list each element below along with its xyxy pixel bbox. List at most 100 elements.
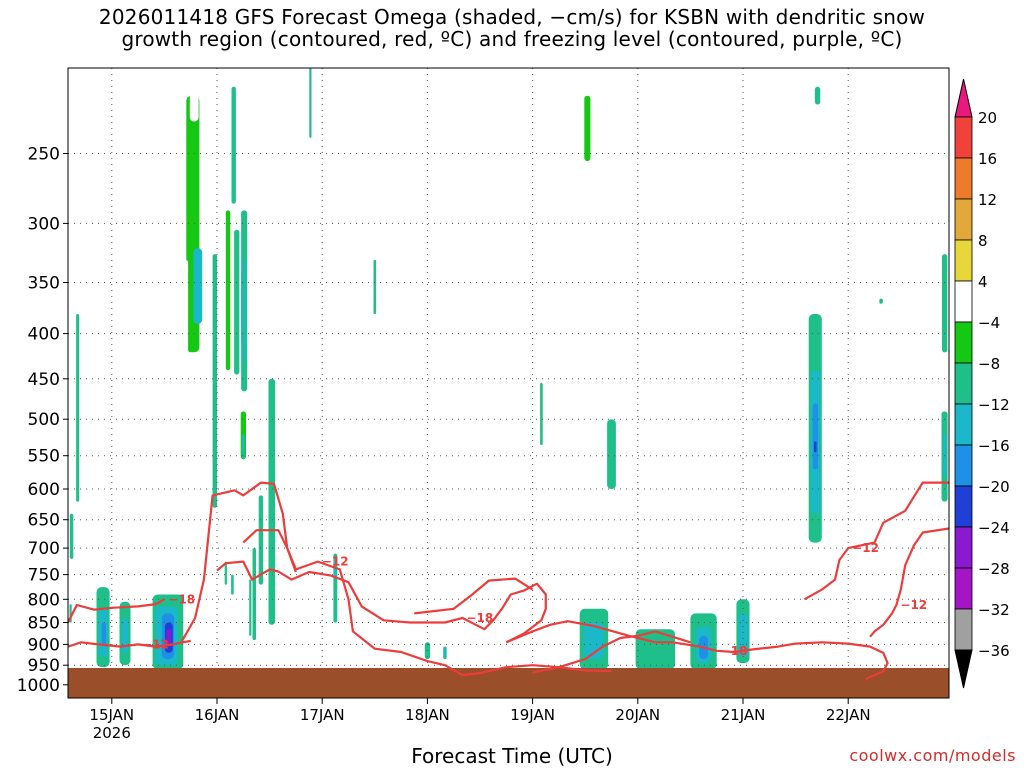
dgz-contour-label: −18 (721, 644, 748, 658)
omega-cell (189, 68, 199, 122)
omega-shading (69, 68, 948, 670)
y-tick-label: 1000 (17, 676, 60, 696)
x-tick-label: 18JAN (405, 706, 450, 724)
colorbar-swatch (954, 280, 973, 323)
omega-cell (234, 229, 240, 375)
x-tick-label: 17JAN (300, 706, 345, 724)
dgz-contour-label: −12 (900, 598, 927, 612)
omega-cell (814, 86, 821, 105)
omega-cell (832, 501, 839, 523)
dgz-contour-label: −18 (467, 611, 494, 625)
colorbar-label: 16 (978, 150, 997, 168)
omega-cell (239, 462, 243, 489)
chart-title-line-2: growth region (contoured, red, ºC) and f… (121, 27, 903, 51)
omega-cell (334, 558, 337, 580)
x-tick-label: 22JAN (826, 706, 871, 724)
dgz-contour-label: −18 (168, 592, 195, 606)
chart-title: 2026011418 GFS Forecast Omega (shaded, −… (0, 6, 1024, 50)
omega-cell (242, 434, 245, 460)
y-tick-label: 500 (28, 410, 60, 430)
omega-cell (499, 223, 509, 324)
colorbar-label: 8 (978, 232, 988, 250)
x-tick-label: 21JAN (721, 706, 766, 724)
omega-cell (231, 574, 234, 595)
dgz-contour-line (181, 481, 612, 677)
colorbar-swatch (954, 526, 973, 569)
colorbar-label: −28 (978, 560, 1010, 578)
dgz-contour-line (532, 630, 691, 674)
colorbar-swatch (954, 239, 973, 282)
omega-cell (812, 403, 818, 470)
omega-cell (782, 282, 787, 339)
dgz-contour-line (505, 620, 889, 681)
omega-cell (241, 271, 244, 344)
omega-cell (243, 259, 246, 362)
omega-cell (627, 513, 648, 580)
dgz-contour-line (242, 529, 297, 573)
colorbar-bottom-arrow (954, 649, 973, 689)
colorbar-swatch (954, 116, 973, 159)
y-tick-label: 250 (28, 145, 60, 165)
colorbar-label: −4 (978, 314, 1000, 332)
omega-cell (477, 492, 483, 557)
colorbar-swatch (954, 157, 973, 200)
y-tick-label: 400 (28, 325, 60, 345)
plot-frame (67, 67, 950, 699)
omega-cell (252, 548, 256, 641)
dgz-contour-line (414, 577, 534, 615)
omega-cell (166, 629, 171, 647)
colorbar-swatch (954, 608, 973, 651)
y-tick-label: 950 (28, 656, 60, 676)
omega-cell (101, 622, 107, 645)
x-tick-label: 16JAN (195, 706, 240, 724)
omega-cell (160, 430, 167, 466)
omega-cell (584, 95, 591, 162)
colorbar-label: −24 (978, 519, 1010, 537)
omega-cell (373, 259, 377, 314)
omega-cell (231, 86, 236, 204)
omega-cell (854, 210, 860, 339)
y-tick-label: 350 (28, 274, 60, 294)
omega-cell (464, 620, 478, 660)
dgz-contour-line (869, 527, 949, 638)
ground-terrain (68, 668, 949, 698)
colorbar-label: −16 (978, 437, 1010, 455)
omega-cell (254, 77, 259, 197)
colorbar-swatch (954, 362, 973, 405)
omega-cell (607, 419, 616, 490)
omega-cell (735, 319, 751, 585)
omega-cell (121, 618, 129, 653)
dgz-contours: −18 −12 −12 −18 −18 −12 −12 (68, 481, 949, 681)
dgz-contour-line (216, 560, 279, 581)
omega-cell (574, 68, 583, 183)
colorbar-label: −36 (978, 642, 1010, 660)
colorbar: 20 16 12 8 4 −4 −8 −12 −16 −20 −24 −28 −32 −36 (954, 78, 1010, 689)
omega-cell (943, 434, 946, 477)
omega-cell (648, 516, 662, 605)
y-tick-label: 900 (28, 635, 60, 655)
omega-cell (471, 333, 476, 427)
x-tick-year-label: 2026 (93, 724, 131, 742)
dgz-contour-label: −12 (142, 637, 169, 651)
omega-cell (814, 441, 817, 453)
omega-cell (274, 383, 278, 427)
x-tick-label: 15JAN (89, 706, 134, 724)
dgz-contour-line (68, 598, 165, 623)
colorbar-top-arrow (954, 78, 973, 118)
y-tick-label: 750 (28, 566, 60, 586)
colorbar-label: −32 (978, 601, 1010, 619)
omega-cell (268, 378, 276, 625)
omega-cell (738, 613, 748, 657)
colorbar-label: 4 (978, 273, 988, 291)
omega-cell (258, 495, 264, 585)
chart-title-line-1: 2026011418 GFS Forecast Omega (shaded, −… (98, 5, 926, 29)
omega-cell (225, 210, 231, 371)
omega-cell (76, 314, 80, 502)
colorbar-swatch (954, 485, 973, 528)
omega-cell (224, 561, 227, 585)
colorbar-label: −12 (978, 396, 1010, 414)
x-tick-label: 19JAN (510, 706, 555, 724)
omega-cell (199, 513, 206, 549)
colorbar-label: 20 (978, 109, 997, 127)
